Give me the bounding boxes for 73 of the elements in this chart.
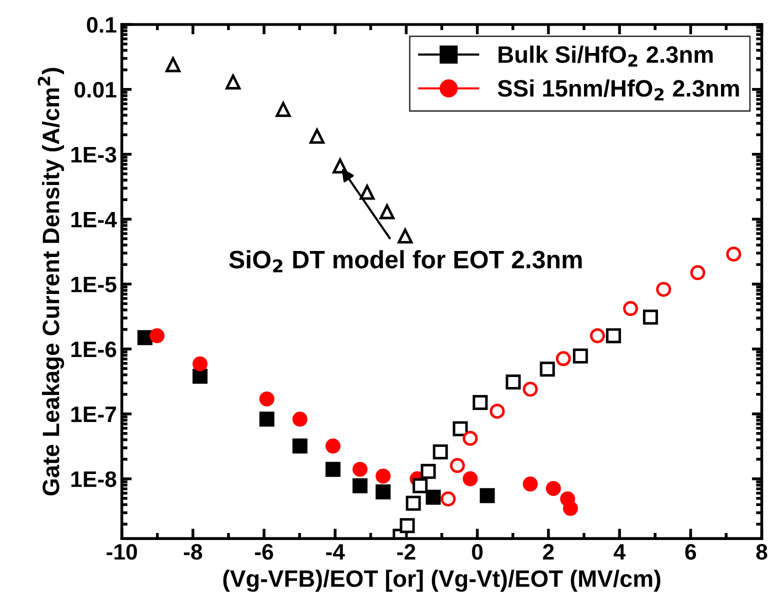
y-tick-label: 1E-4 bbox=[71, 212, 117, 228]
point bbox=[556, 351, 571, 366]
point bbox=[192, 356, 208, 372]
point bbox=[690, 265, 706, 280]
y-tick-label: 1E-6 bbox=[71, 342, 116, 358]
point bbox=[420, 464, 436, 479]
point bbox=[432, 444, 448, 460]
point bbox=[462, 430, 478, 446]
legend-label: Bulk Si/HfO$_{2}$ 2.3nm bbox=[498, 46, 713, 67]
point bbox=[506, 374, 521, 390]
point bbox=[440, 491, 456, 506]
point bbox=[562, 500, 578, 516]
point bbox=[480, 488, 495, 504]
point bbox=[452, 421, 468, 436]
point bbox=[656, 282, 672, 297]
point bbox=[522, 476, 538, 492]
point bbox=[352, 478, 368, 494]
annotation: SiO$_{2}$ DT model for EOT 2.3nm bbox=[229, 250, 582, 272]
point bbox=[490, 404, 505, 419]
point bbox=[380, 204, 395, 220]
point bbox=[376, 484, 391, 500]
x-tick-label: -4 bbox=[326, 544, 345, 560]
point bbox=[226, 74, 241, 90]
point bbox=[522, 382, 538, 397]
point bbox=[398, 228, 413, 244]
point bbox=[572, 348, 588, 364]
point bbox=[325, 438, 340, 454]
point bbox=[590, 328, 605, 344]
point bbox=[642, 310, 658, 325]
x-tick-label: -10 bbox=[106, 544, 137, 560]
y-axis-title: Gate Leakage Current Density (A/cm$^{2}$) bbox=[38, 68, 64, 496]
point bbox=[546, 480, 561, 496]
x-tick-label: 4 bbox=[614, 544, 626, 560]
point bbox=[462, 471, 478, 486]
point bbox=[376, 468, 391, 484]
x-axis-title: (Vg-VFB)/EOT [or] (Vg-Vt)/EOT (MV/cm) bbox=[223, 570, 660, 592]
point bbox=[292, 438, 308, 454]
point bbox=[352, 462, 368, 477]
y-tick-label: 1E-7 bbox=[71, 406, 116, 422]
point bbox=[360, 184, 375, 200]
y-tick-label: 1E-5 bbox=[71, 276, 116, 292]
x-tick-label: 0 bbox=[472, 544, 483, 560]
x-tick-label: 8 bbox=[756, 544, 768, 560]
point bbox=[472, 394, 488, 410]
point bbox=[426, 490, 441, 505]
y-tick-label: 1E-8 bbox=[71, 471, 116, 488]
point bbox=[166, 57, 181, 72]
x-tick-label: 6 bbox=[685, 544, 696, 560]
point bbox=[406, 496, 421, 511]
point bbox=[309, 128, 324, 144]
point bbox=[606, 328, 621, 344]
point bbox=[623, 301, 638, 316]
y-tick-label: 0.1 bbox=[86, 17, 116, 33]
point bbox=[192, 368, 208, 384]
point bbox=[137, 330, 152, 346]
point bbox=[412, 478, 428, 494]
x-tick-label: -2 bbox=[397, 544, 416, 560]
x-tick-label: -8 bbox=[184, 544, 202, 560]
point bbox=[276, 102, 291, 117]
point bbox=[400, 518, 415, 534]
point bbox=[450, 458, 465, 474]
point bbox=[259, 391, 274, 406]
point bbox=[726, 246, 742, 262]
point bbox=[325, 462, 340, 477]
point bbox=[292, 412, 308, 427]
point bbox=[259, 412, 274, 427]
y-tick-label: 0.01 bbox=[74, 82, 116, 98]
point bbox=[540, 362, 555, 377]
y-tick-label: 1E-3 bbox=[71, 146, 116, 163]
x-tick-label: -6 bbox=[255, 544, 274, 560]
x-tick-label: 2 bbox=[543, 544, 554, 560]
legend-label: SSi 15nm/HfO$_{2}$ 2.3nm bbox=[498, 79, 739, 100]
point bbox=[150, 328, 165, 344]
